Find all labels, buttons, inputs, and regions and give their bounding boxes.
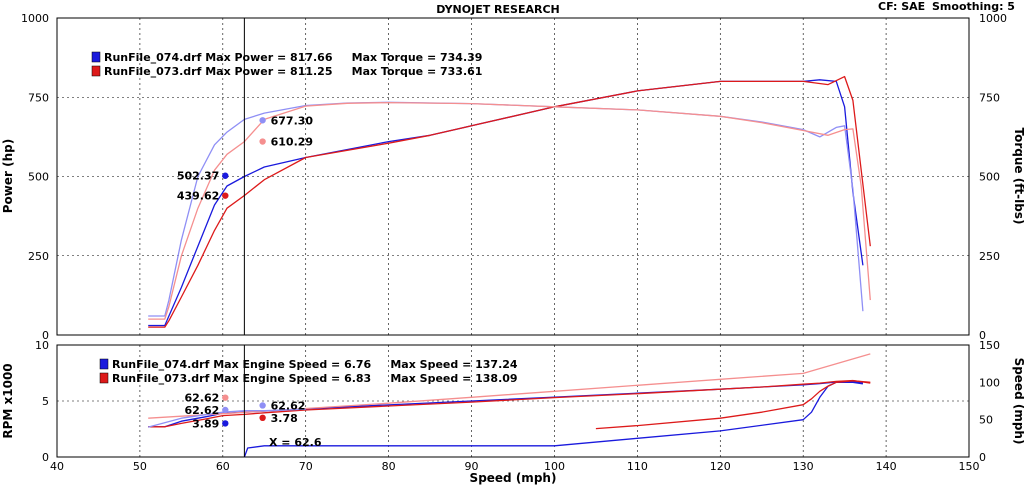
cursor-marker bbox=[222, 192, 229, 199]
power-tick-label: 750 bbox=[28, 91, 49, 104]
legend-entry: RunFile_074.drf Max Engine Speed = 6.76 … bbox=[112, 358, 518, 371]
series-line-speed-073-lower bbox=[595, 380, 871, 430]
cursor-marker bbox=[259, 138, 266, 145]
x-tick-label: 90 bbox=[465, 460, 479, 473]
x-tick-label: 60 bbox=[216, 460, 230, 473]
torque-tick-label: 500 bbox=[979, 171, 1000, 184]
chart-title: DYNOJET RESEARCH bbox=[436, 3, 559, 16]
x-tick-label: 70 bbox=[299, 460, 313, 473]
speed-tick-label: 100 bbox=[979, 376, 1000, 389]
cursor-x-readout: X = 62.6 bbox=[269, 436, 322, 449]
rpm-tick-label: 0 bbox=[42, 451, 49, 464]
cursor-marker bbox=[259, 402, 266, 409]
x-tick-label: 50 bbox=[133, 460, 147, 473]
x-tick-label: 130 bbox=[793, 460, 814, 473]
cf-label: CF: SAE bbox=[878, 0, 925, 13]
legend-swatch bbox=[99, 372, 109, 384]
torque-tick-label: 250 bbox=[979, 250, 1000, 263]
torque-tick-label: 750 bbox=[979, 91, 1000, 104]
legend-entry: RunFile_074.drf Max Power = 817.66 Max T… bbox=[104, 51, 482, 64]
cursor-marker bbox=[222, 172, 229, 179]
power-tick-label: 250 bbox=[28, 250, 49, 263]
cursor-marker bbox=[259, 414, 266, 421]
cursor-value-label: 610.29 bbox=[271, 136, 313, 149]
cursor-value-label: 439.62 bbox=[177, 190, 219, 203]
x-tick-label: 110 bbox=[627, 460, 648, 473]
torque-tick-label: 0 bbox=[979, 329, 986, 342]
series-line-torque-073 bbox=[148, 101, 871, 320]
speed-tick-label: 0 bbox=[979, 451, 986, 464]
rpm-tick-label: 5 bbox=[42, 395, 49, 408]
cursor-value-label: 62.62 bbox=[271, 399, 306, 412]
legend-swatch bbox=[91, 51, 101, 63]
power-axis-label: Power (hp) bbox=[1, 139, 15, 213]
cursor-marker bbox=[222, 420, 229, 427]
series-line-power-073 bbox=[148, 75, 871, 328]
x-tick-label: 150 bbox=[959, 460, 980, 473]
x-tick-label: 40 bbox=[50, 460, 64, 473]
cursor-marker bbox=[259, 117, 266, 124]
speed-right-axis-label: Speed (mph) bbox=[1012, 358, 1024, 445]
power-tick-label: 0 bbox=[42, 329, 49, 342]
legend-swatch bbox=[91, 65, 101, 77]
rpm-axis-label: RPM x1000 bbox=[1, 363, 15, 438]
x-tick-label: 80 bbox=[382, 460, 396, 473]
power-tick-label: 1000 bbox=[21, 12, 49, 25]
x-tick-label: 140 bbox=[876, 460, 897, 473]
power-torque-panel: 0 0 250 250 500 500 750 750 1000 1000 677.30 610.2… bbox=[21, 12, 1007, 342]
x-tick-label: 100 bbox=[544, 460, 565, 473]
rpm-tick-label: 10 bbox=[35, 339, 49, 352]
cursor-marker bbox=[222, 394, 229, 401]
cursor-marker bbox=[222, 406, 229, 414]
legend-entry: RunFile_073.drf Max Engine Speed = 6.83 … bbox=[112, 372, 518, 385]
cursor-value-label: 502.37 bbox=[177, 170, 219, 183]
torque-axis-label: Torque (ft-lbs) bbox=[1012, 128, 1024, 225]
smoothing-label: Smoothing: 5 bbox=[932, 0, 1015, 13]
legend-entry: RunFile_073.drf Max Power = 811.25 Max T… bbox=[104, 65, 482, 78]
speed-tick-label: 150 bbox=[979, 339, 1000, 352]
x-tick-label: 120 bbox=[710, 460, 731, 473]
cursor-value-label: 62.62 bbox=[185, 404, 220, 417]
cursor-value-label: 3.89 bbox=[192, 417, 219, 430]
cursor-value-label: 3.78 bbox=[271, 412, 298, 425]
cursor-value-label: 62.62 bbox=[185, 392, 220, 405]
torque-tick-label: 1000 bbox=[979, 12, 1007, 25]
power-tick-label: 500 bbox=[28, 171, 49, 184]
legend-swatch bbox=[99, 358, 109, 370]
speed-axis-label: Speed (mph) bbox=[470, 471, 557, 485]
series-line-rpm-073 bbox=[148, 379, 871, 428]
series-line-speed-074-light bbox=[148, 408, 306, 428]
cursor-value-label: 677.30 bbox=[271, 114, 314, 127]
speed-tick-label: 50 bbox=[979, 414, 993, 427]
